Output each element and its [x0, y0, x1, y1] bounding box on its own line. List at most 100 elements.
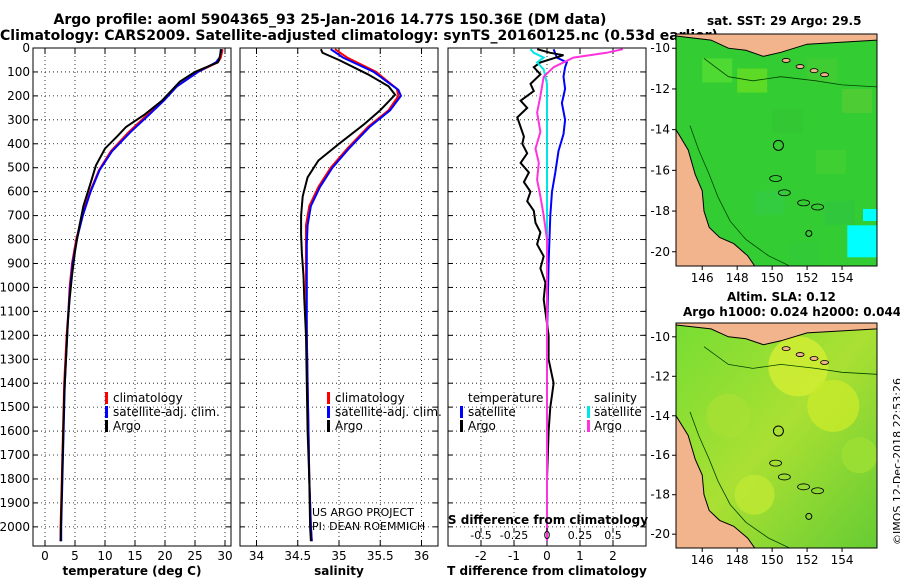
s-difference-axis-label: S difference from climatology — [448, 513, 648, 527]
difference-legend-title-temperature: temperature — [468, 391, 543, 405]
salinity-series-argo — [300, 48, 397, 542]
sst-map-frame — [675, 33, 878, 267]
sst-field-patch — [824, 200, 855, 225]
salinity-xtick-label: 34.5 — [284, 549, 311, 563]
salinity-xlabel: salinity — [314, 564, 364, 578]
sla-island — [809, 356, 819, 361]
sla-map: 146 148 150 152 154 -10 -12 -14 -16 -18 -20 — [650, 322, 878, 567]
sst-warm-patch — [863, 209, 877, 222]
salinity-legend-swatch — [327, 406, 330, 418]
figure-title-line-1: Argo profile: aoml 5904365_93 25-Jan-201… — [53, 12, 607, 28]
difference-legend-label: Argo — [594, 419, 622, 433]
sla-lon-label: 148 — [726, 553, 749, 567]
s-difference-tick-label: 0.25 — [568, 529, 593, 542]
sst-map: 146 148 150 152 154 -10 -12 -14 -16 -18 -20 — [650, 33, 878, 285]
depth-tick-label: 800 — [7, 233, 30, 247]
difference-series-s-argo — [534, 48, 624, 542]
salinity-xtick-label: 36 — [414, 549, 429, 563]
sla-sla-blob — [706, 393, 751, 438]
sla-reef — [797, 483, 810, 491]
sla-reef — [769, 459, 783, 467]
temperature-xtick-label: 15 — [127, 549, 142, 563]
difference-panel: -2 -1 0 1 2T difference from climatology — [447, 47, 647, 578]
depth-tick-label: 1100 — [0, 304, 30, 318]
depth-tick-label: 1500 — [0, 400, 30, 414]
sst-reef — [797, 199, 810, 207]
temperature-series-argo — [59, 49, 222, 542]
sla-lat-label: -20 — [650, 527, 670, 541]
temperature-series-satellite — [60, 48, 223, 542]
salinity-series-climatology — [305, 48, 400, 542]
temperature-xtick-label: 10 — [97, 549, 112, 563]
sst-lat-label: -14 — [650, 123, 670, 137]
salinity-legend-label: Argo — [335, 419, 363, 433]
depth-tick-label: 600 — [7, 185, 30, 199]
depth-tick-label: 700 — [7, 209, 30, 223]
project-annotation-line-2: PI: DEAN ROEMMICH — [312, 520, 425, 533]
sst-field-patch — [815, 150, 846, 174]
salinity-xtick-label: 35.5 — [367, 549, 394, 563]
sla-lon-label: 150 — [761, 553, 784, 567]
sla-land-australia — [676, 323, 756, 548]
sst-map-title: sat. SST: 29 Argo: 29.5 — [707, 14, 862, 28]
temperature-legend-label: satellite-adj. clim. — [113, 405, 220, 419]
sst-field-patch — [754, 190, 785, 215]
s-difference-tick-label: 0 — [544, 529, 551, 542]
sst-field-patch — [772, 109, 803, 134]
sla-reef — [777, 473, 791, 481]
difference-legend-swatch — [587, 420, 590, 432]
salinity-series-group — [300, 48, 403, 542]
sla-map-frame — [675, 322, 878, 549]
difference-legend-swatch — [587, 406, 590, 418]
salinity-legend-swatch — [327, 392, 330, 404]
salinity-legend-label: satellite-adj. clim. — [335, 405, 442, 419]
s-difference-tick-label: -0.25 — [500, 529, 528, 542]
temperature-axes-frame — [32, 47, 232, 547]
difference-series-t-satellite — [546, 48, 569, 542]
depth-tick-label: 1300 — [0, 352, 30, 366]
difference-xtick-label: 1 — [576, 549, 584, 563]
sst-field-patch — [789, 241, 820, 266]
sla-lat-label: -12 — [650, 369, 670, 383]
salinity-xtick-label: 35 — [331, 549, 346, 563]
sla-sla-blob — [807, 379, 860, 432]
salinity-legend-label: climatology — [335, 391, 405, 405]
difference-series-t-argo — [516, 48, 564, 542]
temperature-legend-label: climatology — [113, 391, 183, 405]
s-difference-tick-label: -0.5 — [470, 529, 491, 542]
depth-tick-label: 1200 — [0, 328, 30, 342]
temperature-xtick-label: 0 — [41, 549, 49, 563]
salinity-xtick-label: 34 — [249, 549, 264, 563]
sla-sla-blob — [734, 474, 775, 515]
sla-lon-label: 152 — [796, 553, 819, 567]
temperature-xtick-label: 20 — [157, 549, 172, 563]
sst-field-patch — [702, 58, 733, 83]
sst-lat-label: -16 — [650, 163, 670, 177]
sla-lon-label: 146 — [691, 553, 714, 567]
sla-reef — [811, 487, 824, 495]
depth-tick-label: 1700 — [0, 448, 30, 462]
sst-lat-label: -10 — [650, 41, 670, 55]
temperature-legend-swatch — [105, 406, 108, 418]
difference-xtick-label: -1 — [508, 549, 520, 563]
temperature-xtick-label: 30 — [217, 549, 232, 563]
sst-island — [781, 58, 791, 63]
sst-lon-label: 154 — [831, 271, 854, 285]
difference-legend-swatch — [460, 420, 463, 432]
sst-land-png — [676, 34, 877, 57]
sst-secondary-marker — [805, 229, 813, 237]
difference-legend-title-salinity: salinity — [594, 391, 637, 405]
sst-island — [809, 68, 819, 74]
sla-lon-label: 154 — [831, 553, 854, 567]
difference-legend-swatch — [460, 406, 463, 418]
depth-tick-label: 0 — [22, 41, 30, 55]
sla-map-title-line-1: Altim. SLA: 0.12 — [727, 290, 836, 304]
temperature-series-group — [59, 48, 224, 542]
sst-contour — [689, 125, 790, 266]
sst-lon-label: 146 — [691, 271, 714, 285]
sst-field-patch — [842, 88, 873, 113]
sst-warm-patch — [847, 225, 877, 258]
project-annotation-line-1: US ARGO PROJECT — [312, 506, 414, 519]
depth-tick-label: 900 — [7, 256, 30, 270]
